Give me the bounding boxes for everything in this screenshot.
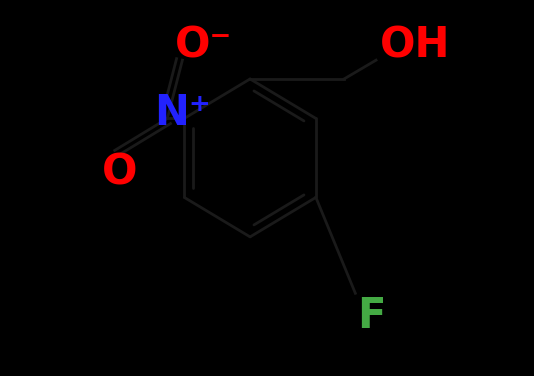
Text: F: F bbox=[357, 295, 386, 337]
Text: OH: OH bbox=[380, 24, 450, 66]
Text: N⁺: N⁺ bbox=[154, 92, 211, 134]
Text: O: O bbox=[101, 152, 137, 194]
Text: O⁻: O⁻ bbox=[175, 24, 232, 66]
